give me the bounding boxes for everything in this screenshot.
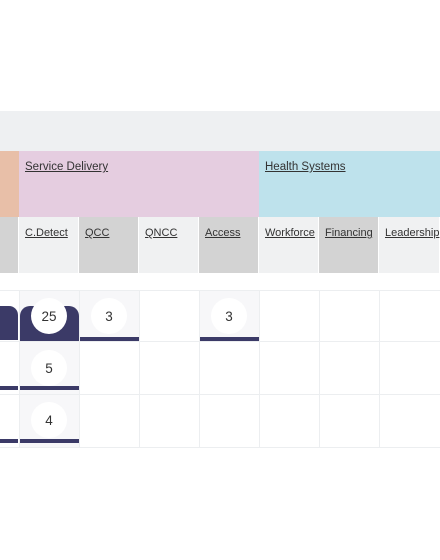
group-header-partial <box>0 151 19 217</box>
indicator-bar <box>0 386 18 390</box>
indicator-bar <box>200 337 259 341</box>
grid-line <box>0 394 440 395</box>
indicator-bar <box>20 386 79 390</box>
value-badge[interactable]: 5 <box>31 350 67 386</box>
value-badge-partial <box>0 402 14 438</box>
column-header-qncc[interactable]: QNCC <box>139 217 199 273</box>
table-cell-c-detect[interactable]: 25 <box>20 291 79 341</box>
grid-line <box>0 447 440 448</box>
group-header-health-systems[interactable]: Health Systems <box>259 151 440 217</box>
column-header-leadership[interactable]: Leadership <box>379 217 440 273</box>
table-cell-partial <box>0 306 18 340</box>
value-badge[interactable]: 3 <box>211 298 247 334</box>
value-badge-partial <box>0 350 14 386</box>
column-header-access[interactable]: Access <box>199 217 259 273</box>
group-header-label[interactable]: Service Delivery <box>25 161 109 173</box>
column-header-financing[interactable]: Financing <box>319 217 379 273</box>
toolbar-band <box>0 111 440 151</box>
column-header-qcc[interactable]: QCC <box>79 217 139 273</box>
column-header-label[interactable]: Workforce <box>265 227 315 239</box>
indicator-bar <box>20 439 79 443</box>
column-header-partial <box>0 217 19 273</box>
table-cell-qcc[interactable]: 3 <box>80 291 139 341</box>
value-badge[interactable]: 25 <box>31 298 67 334</box>
column-header-label[interactable]: QCC <box>85 227 110 239</box>
group-header-label[interactable]: Health Systems <box>265 161 346 173</box>
indicator-bar <box>80 337 139 341</box>
grid-line <box>19 290 20 447</box>
grid-line <box>0 290 440 291</box>
grid-line <box>199 290 200 447</box>
table-cell-c-detect[interactable]: 5 <box>20 342 79 394</box>
column-header-label[interactable]: C.Detect <box>25 227 68 239</box>
table-cell-access[interactable]: 3 <box>200 291 259 341</box>
column-header-label[interactable]: Financing <box>325 227 373 239</box>
indicator-bar <box>0 439 18 443</box>
column-header-label[interactable]: Leadership <box>385 227 440 239</box>
column-header-c-detect[interactable]: C.Detect <box>19 217 79 273</box>
value-badge[interactable]: 4 <box>31 402 67 438</box>
column-header-label[interactable]: Access <box>205 227 241 239</box>
grid-line <box>139 290 140 447</box>
grid-line <box>79 290 80 447</box>
group-header-service-delivery[interactable]: Service Delivery <box>19 151 259 217</box>
grid-line <box>259 290 260 447</box>
grid-line <box>319 290 320 447</box>
value-badge[interactable]: 3 <box>91 298 127 334</box>
column-header-workforce[interactable]: Workforce <box>259 217 319 273</box>
table-cell-c-detect[interactable]: 4 <box>20 395 79 447</box>
grid-line <box>379 290 380 447</box>
grid-line <box>0 341 440 342</box>
column-header-label[interactable]: QNCC <box>145 227 178 239</box>
